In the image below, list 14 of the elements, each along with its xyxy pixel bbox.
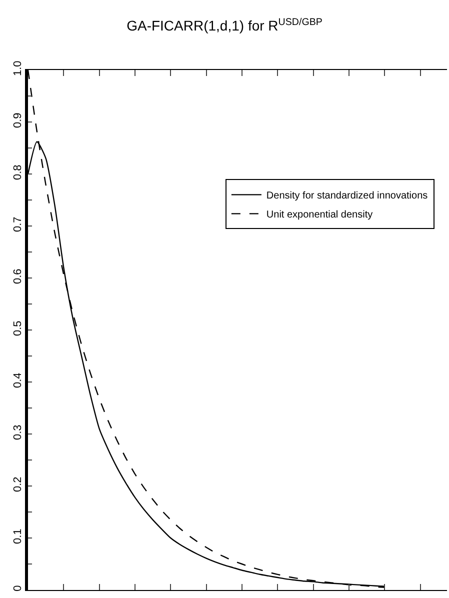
y-tick-label: 0.8 — [12, 164, 24, 180]
y-tick-label: 0.9 — [12, 112, 24, 128]
chart-title: GA-FICARR(1,d,1) for R$^{USD/GBP}$ — [126, 16, 323, 34]
y-tick-label: 0.7 — [12, 216, 24, 232]
y-tick-label: 0 — [12, 585, 24, 592]
legend-label: Unit exponential density — [266, 210, 373, 221]
y-tick-label: 0.5 — [12, 320, 24, 336]
y-tick-label: 0.1 — [12, 528, 24, 544]
y-tick-label: 0.4 — [12, 372, 24, 388]
y-tick-label: 0.2 — [12, 476, 24, 492]
y-tick-label: 0.6 — [12, 268, 24, 284]
legend-label: Density for standardized innovations — [266, 190, 428, 202]
y-tick-label: 1.0 — [12, 60, 24, 76]
y-tick-label: 0.3 — [12, 424, 24, 440]
